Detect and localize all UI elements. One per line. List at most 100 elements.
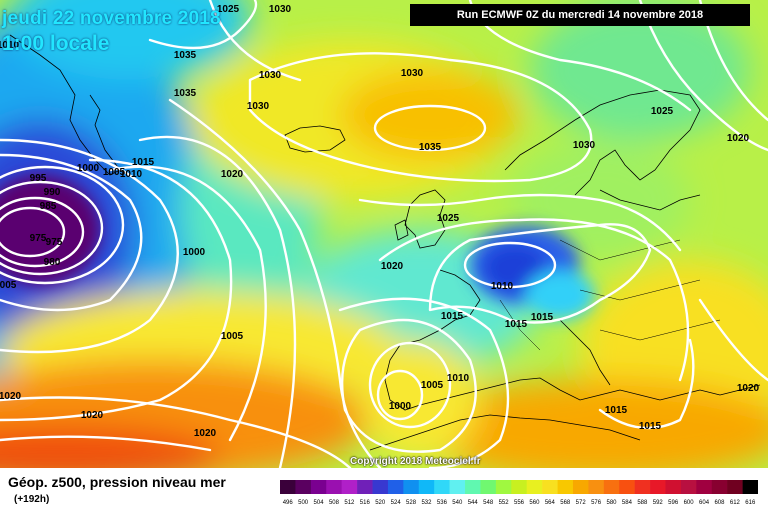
forecast-date-title: jeudi 22 novembre 2018 xyxy=(2,8,221,29)
isobar-high-1035 xyxy=(373,104,487,152)
legend-value: 528 xyxy=(406,500,417,506)
legend-value: 548 xyxy=(483,500,494,506)
legend-swatch xyxy=(341,480,358,494)
isobar-label: 1000 xyxy=(389,401,412,412)
legend-value: 556 xyxy=(514,500,525,506)
legend-swatch xyxy=(326,480,342,494)
isobar-label: 1025 xyxy=(651,106,674,117)
legend-swatch xyxy=(619,480,635,494)
legend-swatch xyxy=(696,480,713,494)
legend-value: 508 xyxy=(329,500,340,506)
isobar-label: 995 xyxy=(30,173,47,184)
legend-swatch xyxy=(387,480,404,494)
isobar-label: 1015 xyxy=(132,157,155,168)
legend-value: 504 xyxy=(314,500,325,506)
isobar-label: 1030 xyxy=(401,68,424,79)
isobar-low-1010 xyxy=(463,241,557,289)
isobar-label: 1025 xyxy=(437,213,460,224)
legend-value: 520 xyxy=(375,500,386,506)
copyright-notice: Copyright 2018 Meteociel.fr xyxy=(350,456,481,467)
legend-value: 516 xyxy=(360,500,371,506)
isobar-low-1000-iberia xyxy=(376,369,424,421)
isobar-label: 1000 xyxy=(183,247,206,258)
isobar-1010-iberia xyxy=(340,318,477,453)
legend-value: 612 xyxy=(730,500,741,506)
model-run-banner: Run ECMWF 0Z du mercredi 14 novembre 201… xyxy=(410,4,750,26)
isobar-label: 1020 xyxy=(221,169,244,180)
legend-value: 608 xyxy=(714,500,725,506)
isobar-label: 1020 xyxy=(727,133,750,144)
isobar-label: 1035 xyxy=(174,50,197,61)
legend-value: 588 xyxy=(637,500,648,506)
color-scale-legend: 496 500 504 508 512 516 520 524 528 532 536 540 544 5… xyxy=(280,480,758,506)
isobars xyxy=(0,0,768,468)
isobar-label: 1030 xyxy=(259,70,282,81)
isobar-low-1000 xyxy=(0,138,179,354)
legend-swatch xyxy=(280,480,296,494)
isobar-label: 980 xyxy=(44,257,61,268)
legend-swatch xyxy=(403,480,420,494)
legend-swatch xyxy=(434,480,450,494)
legend-swatch xyxy=(372,480,389,494)
scandinavia-coast xyxy=(504,89,701,196)
legend-swatch xyxy=(665,480,682,494)
legend-value: 568 xyxy=(560,500,571,506)
coastlines xyxy=(9,34,761,451)
forecast-time-title: 1:00 locale xyxy=(2,32,110,55)
map-footer: Géop. z500, pression niveau mer (+192h) … xyxy=(0,468,768,512)
legend-swatch xyxy=(526,480,543,494)
legend-value: 536 xyxy=(437,500,448,506)
legend-swatch xyxy=(480,480,497,494)
isobar-label: 1035 xyxy=(419,142,442,153)
isobar-label: 1015 xyxy=(505,319,528,330)
legend-swatch xyxy=(727,480,743,494)
africa-coast xyxy=(369,414,641,451)
isobar-label: 1010 xyxy=(447,373,470,384)
legend-value: 576 xyxy=(591,500,602,506)
legend-value: 512 xyxy=(344,500,355,506)
isobar-labels: 1025 1030 1010 1035 1030 1035 1030 1030 1025 1020… xyxy=(0,4,760,439)
legend-value: 604 xyxy=(699,500,710,506)
legend-swatch xyxy=(357,480,373,494)
isobar-low-995 xyxy=(0,153,143,312)
isobar-label: 1025 xyxy=(217,4,240,15)
legend-value: 552 xyxy=(499,500,510,506)
legend-value: 540 xyxy=(452,500,463,506)
geopotential-pressure-map: 1025 1030 1010 1035 1030 1035 1030 1030 1025 1020… xyxy=(0,0,768,468)
isobar-1015-iberia xyxy=(338,297,510,468)
isobar-1015-europe xyxy=(428,223,652,324)
legend-value: 616 xyxy=(745,500,756,506)
legend-swatch xyxy=(634,480,651,494)
legend-value: 544 xyxy=(468,500,479,506)
iceland-coast xyxy=(284,125,346,153)
isobar-1015-southeast xyxy=(598,338,695,430)
isobar-label: 1010 xyxy=(120,169,143,180)
legend-swatch xyxy=(295,480,312,494)
legend-value: 584 xyxy=(622,500,633,506)
isobar-1025-east xyxy=(638,0,768,152)
forecast-offset: (+192h) xyxy=(14,494,50,505)
europe-coast xyxy=(384,269,761,411)
legend-value: 524 xyxy=(391,500,402,506)
isobar-low-985 xyxy=(0,180,104,276)
isobar-label: 1020 xyxy=(381,261,404,272)
isobar-label: 1010 xyxy=(491,281,514,292)
legend-value: 580 xyxy=(607,500,618,506)
isobar-1010-west xyxy=(108,165,267,442)
legend-value: 532 xyxy=(421,500,432,506)
isobar-label: 985 xyxy=(40,201,57,212)
legend-value: 600 xyxy=(684,500,695,506)
isobar-label: 1000 xyxy=(77,163,100,174)
isobar-low-1005 xyxy=(0,158,233,422)
border-lines xyxy=(499,239,721,351)
isobar-label: 1005 xyxy=(103,167,126,178)
legend-value: 564 xyxy=(545,500,556,506)
legend-swatch xyxy=(465,480,481,494)
isobar-label: 1015 xyxy=(441,311,464,322)
isobar-label: 1030 xyxy=(573,140,596,151)
legend-value: 496 xyxy=(283,500,294,506)
legend-swatch xyxy=(603,480,620,494)
legend-value: 500 xyxy=(298,500,309,506)
legend-value: 572 xyxy=(576,500,587,506)
